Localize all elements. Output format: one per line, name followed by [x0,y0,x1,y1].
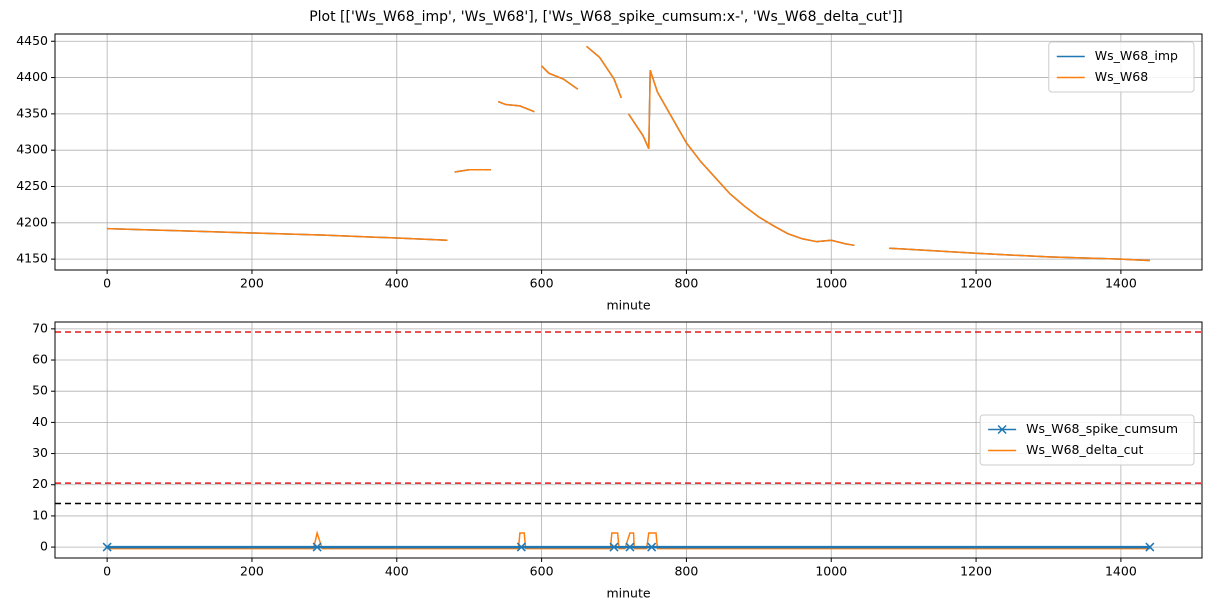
y-tick-label: 30 [32,445,48,460]
y-tick-label: 10 [32,507,48,522]
marker [102,542,112,552]
x-tick-label: 1000 [815,276,847,291]
x-tick-label: 0 [103,276,111,291]
marker [312,542,322,552]
y-tick-label: 4150 [16,251,48,266]
y-tick-label: 40 [32,414,48,429]
y-tick-label: 60 [32,352,48,367]
marker [609,542,619,552]
series-line [107,530,1150,550]
y-tick-label: 4200 [16,214,48,229]
x-tick-label: 400 [385,564,409,579]
x-tick-label: 400 [385,276,409,291]
y-tick-label: 4300 [16,142,48,157]
x-tick-label: 800 [674,564,698,579]
marker [647,542,657,552]
marker [625,542,635,552]
x-axis-label: minute [606,586,650,601]
x-tick-label: 1000 [815,564,847,579]
legend-marker [997,424,1007,435]
figure-title: Plot [['Ws_W68_imp', 'Ws_W68'], ['Ws_W68… [309,9,903,25]
legend-label: Ws_W68_imp [1095,48,1178,63]
x-tick-label: 0 [103,564,111,579]
legend-frame [1048,41,1195,93]
legend-label: Ws_W68_delta_cut [1026,442,1143,457]
axes-frame [54,321,1203,559]
x-tick-label: 600 [530,276,554,291]
y-tick-label: 20 [32,476,48,491]
legend: Ws_W68_imp Ws_W68 [1048,41,1195,93]
x-tick-label: 1400 [1105,276,1137,291]
plot-area [55,331,1202,552]
y-tick-label: 50 [32,383,48,398]
y-tick-label: 4450 [16,33,48,48]
y-tick-label: 0 [40,539,48,554]
y-tick-label: 4400 [16,69,48,84]
x-tick-label: 1200 [960,276,992,291]
legend-label: Ws_W68 [1095,69,1148,84]
axes-frame [54,33,1203,271]
y-tick-label: 70 [32,320,48,335]
x-tick-label: 200 [240,564,264,579]
x-tick-label: 800 [674,276,698,291]
x-tick-label: 1200 [960,564,992,579]
marker [1145,542,1155,552]
legend: Ws_W68_spike_cumsum Ws_W68_delta_cut [979,414,1195,466]
x-tick-label: 1400 [1105,564,1137,579]
x-tick-label: 200 [240,276,264,291]
marker [516,542,526,552]
legend-frame [979,414,1195,466]
x-tick-label: 600 [530,564,554,579]
y-tick-label: 4250 [16,178,48,193]
y-tick-label: 4350 [16,105,48,120]
plot-area [107,45,1150,262]
x-axis-label: minute [606,298,650,313]
series-line [107,45,1150,262]
legend-label: Ws_W68_spike_cumsum [1026,421,1178,436]
